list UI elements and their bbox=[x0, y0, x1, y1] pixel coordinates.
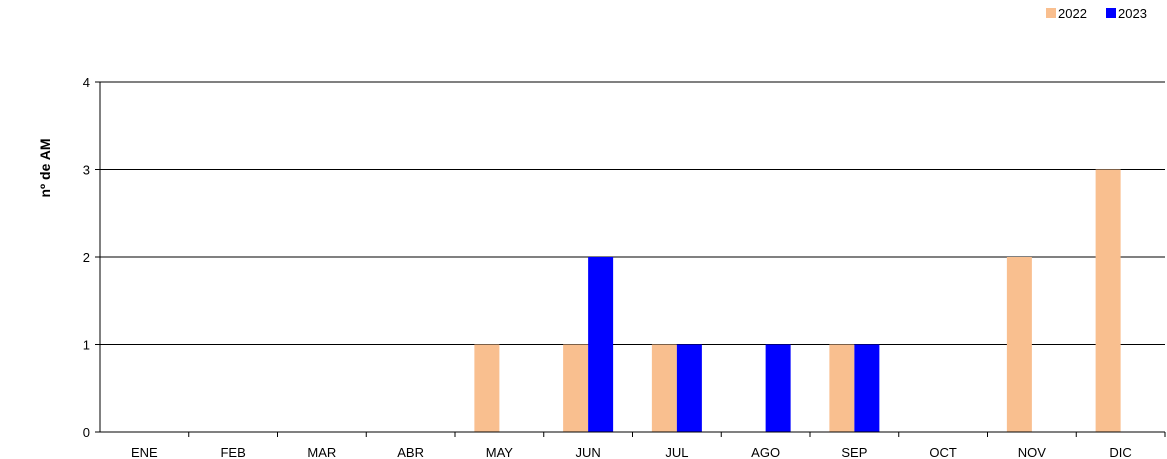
x-tick-label: JUN bbox=[575, 445, 600, 459]
bars bbox=[474, 169, 1121, 432]
x-tick-label: NOV bbox=[1018, 445, 1047, 459]
x-ticks: ENE FEB MAR ABR MAY JUN JUL AGO SEP OCT NOV DIC bbox=[131, 432, 1166, 459]
x-tick-label: AGO bbox=[751, 445, 780, 459]
x-tick-label: MAY bbox=[486, 445, 514, 459]
x-tick-label: JUL bbox=[665, 445, 688, 459]
bar-2023-jul bbox=[676, 344, 702, 432]
y-tick-label: 3 bbox=[83, 163, 90, 178]
x-tick-label: DIC bbox=[1109, 445, 1131, 459]
grid-lines bbox=[100, 81, 1165, 345]
bar-2022-nov bbox=[1006, 257, 1032, 432]
legend-swatch bbox=[1046, 8, 1056, 18]
x-tick-label: ABR bbox=[397, 445, 424, 459]
x-tick-label: MAR bbox=[307, 445, 336, 459]
x-tick-label: OCT bbox=[929, 445, 957, 459]
y-ticks: 0 1 2 3 4 bbox=[83, 75, 100, 440]
x-tick-label: FEB bbox=[220, 445, 245, 459]
bar-2022-jul bbox=[651, 344, 677, 432]
legend-swatch bbox=[1106, 8, 1116, 18]
bar-2022-may bbox=[474, 344, 500, 432]
y-axis-label: nº de AM bbox=[37, 138, 53, 197]
legend: 2022 2023 bbox=[1046, 6, 1147, 21]
bar-2022-sep bbox=[829, 344, 855, 432]
legend-label: 2022 bbox=[1058, 6, 1087, 21]
y-tick-label: 1 bbox=[83, 338, 90, 353]
y-tick-label: 4 bbox=[83, 75, 90, 90]
y-tick-label: 2 bbox=[83, 250, 90, 265]
x-tick-label: ENE bbox=[131, 445, 158, 459]
y-tick-label: 0 bbox=[83, 425, 90, 440]
bar-2022-jun bbox=[563, 344, 589, 432]
bar-2023-jun bbox=[588, 257, 614, 432]
bar-2023-ago bbox=[765, 344, 791, 432]
bar-2023-sep bbox=[854, 344, 880, 432]
legend-label: 2023 bbox=[1118, 6, 1147, 21]
x-tick-label: SEP bbox=[841, 445, 867, 459]
bar-2022-dic bbox=[1095, 169, 1121, 432]
